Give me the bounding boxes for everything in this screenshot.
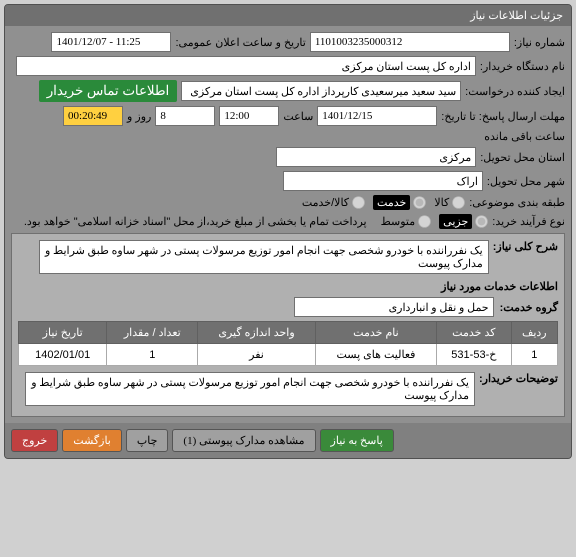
th-qty: تعداد / مقدار xyxy=(107,322,198,344)
row-deadline: مهلت ارسال پاسخ: تا تاریخ: ساعت روز و سا… xyxy=(11,106,565,143)
services-table: ردیف کد خدمت نام خدمت واحد اندازه گیری ت… xyxy=(18,321,558,366)
row-group: گروه خدمت: xyxy=(18,297,558,317)
buy-type-radios: جزیی متوسط xyxy=(381,214,489,229)
back-button[interactable]: بازگشت xyxy=(62,429,122,452)
row-subject-type: طبقه بندی موضوعی: کالا خدمت کالا/خدمت xyxy=(11,195,565,210)
city-label: شهر محل تحویل: xyxy=(487,175,565,188)
radio-jozei[interactable]: جزیی xyxy=(439,214,488,229)
buyer-notes-label: توضیحات خریدار: xyxy=(479,372,558,385)
time-label-1: ساعت xyxy=(283,110,313,123)
radio-kalakhadmat-label: کالا/خدمت xyxy=(302,196,349,209)
th-row: ردیف xyxy=(511,322,557,344)
radio-jozei-label: جزیی xyxy=(439,214,472,229)
row-buyer-notes: توضیحات خریدار: یک نفرراننده با خودرو شخ… xyxy=(18,372,558,406)
days-label: روز و xyxy=(127,110,151,123)
panel-body: شماره نیاز: تاریخ و ساعت اعلان عمومی: نا… xyxy=(5,26,571,423)
td-name: فعالیت های پست xyxy=(315,344,436,366)
subject-type-radios: کالا خدمت کالا/خدمت xyxy=(302,195,465,210)
row-desc: شرح کلی نیاز: یک نفرراننده با خودرو شخصی… xyxy=(18,240,558,274)
radio-kala-label: کالا xyxy=(434,196,449,209)
table-header-row: ردیف کد خدمت نام خدمت واحد اندازه گیری ت… xyxy=(19,322,558,344)
table-row: 1 خ-53-531 فعالیت های پست نفر 1 1402/01/… xyxy=(19,344,558,366)
payment-note: پرداخت تمام یا بخشی از مبلغ خرید،از محل … xyxy=(24,215,367,228)
reply-button[interactable]: پاسخ به نیاز xyxy=(320,429,394,452)
contact-buyer-button[interactable]: اطلاعات تماس خریدار xyxy=(39,80,177,102)
th-date: تاریخ نیاز xyxy=(19,322,107,344)
deadline-date-field xyxy=(317,106,437,126)
row-province: استان محل تحویل: xyxy=(11,147,565,167)
need-number-field xyxy=(310,32,510,52)
city-field xyxy=(283,171,483,191)
th-unit: واحد اندازه گیری xyxy=(198,322,316,344)
row-need-number: شماره نیاز: تاریخ و ساعت اعلان عمومی: xyxy=(11,32,565,52)
subject-type-label: طبقه بندی موضوعی: xyxy=(469,196,565,209)
row-buy-type: نوع فرآیند خرید: جزیی متوسط پرداخت تمام … xyxy=(11,214,565,229)
group-field xyxy=(294,297,494,317)
panel-title: جزئیات اطلاعات نیاز xyxy=(5,5,571,26)
exit-button[interactable]: خروج xyxy=(11,429,58,452)
attachments-button[interactable]: مشاهده مدارک پیوستی (1) xyxy=(172,429,315,452)
services-title: اطلاعات خدمات مورد نیاز xyxy=(18,280,558,293)
footer-buttons: پاسخ به نیاز مشاهده مدارک پیوستی (1) چاپ… xyxy=(5,423,571,458)
row-buyer: نام دستگاه خریدار: xyxy=(11,56,565,76)
main-panel: جزئیات اطلاعات نیاز شماره نیاز: تاریخ و … xyxy=(4,4,572,459)
buyer-label: نام دستگاه خریدار: xyxy=(480,60,565,73)
remaining-time-field xyxy=(63,106,123,126)
th-name: نام خدمت xyxy=(315,322,436,344)
deadline-label: مهلت ارسال پاسخ: تا تاریخ: xyxy=(441,110,565,123)
row-city: شهر محل تحویل: xyxy=(11,171,565,191)
need-number-label: شماره نیاز: xyxy=(514,36,565,49)
remaining-label: ساعت باقی مانده xyxy=(484,130,565,143)
th-code: کد خدمت xyxy=(437,322,512,344)
td-unit: نفر xyxy=(198,344,316,366)
radio-khadmat[interactable]: خدمت xyxy=(373,195,426,210)
province-label: استان محل تحویل: xyxy=(480,151,565,164)
desc-label: شرح کلی نیاز: xyxy=(493,240,558,253)
province-field xyxy=(276,147,476,167)
buyer-notes-field: یک نفرراننده با خودرو شخصی جهت انجام امو… xyxy=(25,372,475,406)
announce-field xyxy=(51,32,171,52)
radio-kalakhadmat[interactable]: کالا/خدمت xyxy=(302,196,365,209)
radio-khadmat-label: خدمت xyxy=(373,195,410,210)
td-code: خ-53-531 xyxy=(437,344,512,366)
deadline-time-field xyxy=(219,106,279,126)
buy-type-label: نوع فرآیند خرید: xyxy=(492,215,565,228)
buyer-field xyxy=(16,56,476,76)
radio-motevaset-label: متوسط xyxy=(381,215,416,228)
requester-field xyxy=(181,81,461,101)
requester-label: ایجاد کننده درخواست: xyxy=(465,85,565,98)
row-requester: ایجاد کننده درخواست: اطلاعات تماس خریدار xyxy=(11,80,565,102)
days-field xyxy=(155,106,215,126)
radio-kala[interactable]: کالا xyxy=(434,196,465,209)
td-qty: 1 xyxy=(107,344,198,366)
desc-field: یک نفرراننده با خودرو شخصی جهت انجام امو… xyxy=(39,240,489,274)
group-label: گروه خدمت: xyxy=(500,301,558,314)
td-date: 1402/01/01 xyxy=(19,344,107,366)
detail-panel: شرح کلی نیاز: یک نفرراننده با خودرو شخصی… xyxy=(11,233,565,417)
radio-motevaset[interactable]: متوسط xyxy=(381,215,432,228)
td-row: 1 xyxy=(511,344,557,366)
print-button[interactable]: چاپ xyxy=(126,429,169,452)
announce-label: تاریخ و ساعت اعلان عمومی: xyxy=(175,36,305,49)
